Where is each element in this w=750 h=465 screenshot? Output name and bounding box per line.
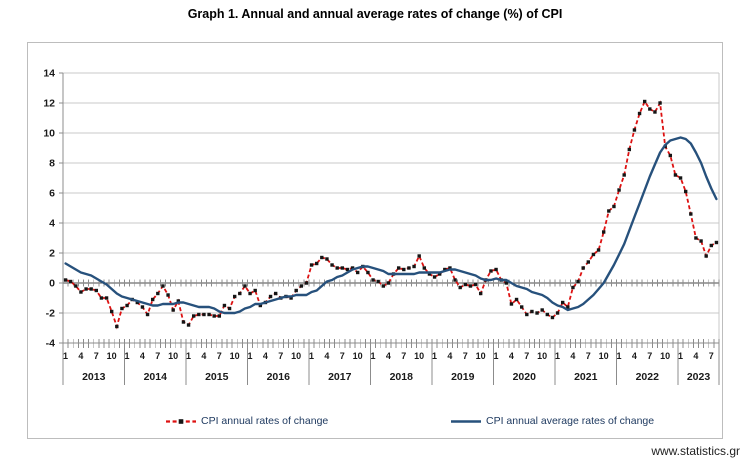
svg-text:4: 4 xyxy=(324,351,329,361)
svg-text:7: 7 xyxy=(340,351,345,361)
svg-text:0: 0 xyxy=(49,278,55,290)
svg-text:10: 10 xyxy=(353,351,363,361)
svg-text:4: 4 xyxy=(78,351,83,361)
svg-text:7: 7 xyxy=(217,351,222,361)
svg-text:1: 1 xyxy=(309,351,314,361)
svg-text:10: 10 xyxy=(476,351,486,361)
chart-title: Graph 1. Annual and annual average rates… xyxy=(187,7,563,21)
svg-text:10: 10 xyxy=(537,351,547,361)
svg-text:10: 10 xyxy=(660,351,670,361)
chart-legend: CPI annual rates of change CPI annual av… xyxy=(28,414,722,434)
chart-frame: -4 -2 0 2 4 6 8 10 12 14 1 4 7 10 2013 1 4 7 10 2014 1 4 7 10 20… xyxy=(27,42,723,439)
annual-average-line xyxy=(64,136,718,315)
svg-text:1: 1 xyxy=(617,351,622,361)
series xyxy=(63,99,719,330)
svg-text:2019: 2019 xyxy=(451,371,475,383)
svg-text:1: 1 xyxy=(125,351,130,361)
svg-text:-4: -4 xyxy=(46,338,55,350)
svg-text:-2: -2 xyxy=(46,308,55,320)
svg-text:2017: 2017 xyxy=(328,371,352,383)
svg-text:4: 4 xyxy=(201,351,206,361)
svg-text:7: 7 xyxy=(155,351,160,361)
svg-text:2: 2 xyxy=(49,248,55,260)
legend-item-annual-rate: CPI annual rates of change xyxy=(166,414,328,428)
svg-text:8: 8 xyxy=(49,158,55,170)
svg-text:10: 10 xyxy=(168,351,178,361)
svg-text:10: 10 xyxy=(414,351,424,361)
svg-text:4: 4 xyxy=(693,351,698,361)
svg-text:10: 10 xyxy=(43,128,55,140)
svg-text:4: 4 xyxy=(570,351,575,361)
annual-rate-markers xyxy=(63,99,719,329)
svg-text:14: 14 xyxy=(43,68,55,80)
svg-text:4: 4 xyxy=(263,351,268,361)
svg-text:6: 6 xyxy=(49,188,55,200)
svg-text:7: 7 xyxy=(278,351,283,361)
svg-text:1: 1 xyxy=(186,351,191,361)
svg-text:1: 1 xyxy=(248,351,253,361)
svg-text:7: 7 xyxy=(524,351,529,361)
svg-text:7: 7 xyxy=(94,351,99,361)
svg-text:1: 1 xyxy=(371,351,376,361)
red-dashed-line-icon xyxy=(166,418,196,424)
svg-text:2018: 2018 xyxy=(390,371,414,383)
svg-text:12: 12 xyxy=(43,98,55,110)
gridlines xyxy=(63,72,719,344)
svg-text:2015: 2015 xyxy=(205,371,229,383)
svg-text:4: 4 xyxy=(632,351,637,361)
svg-text:10: 10 xyxy=(291,351,301,361)
website-link[interactable]: www.statistics.gr xyxy=(651,444,740,458)
svg-text:1: 1 xyxy=(63,351,68,361)
svg-text:2016: 2016 xyxy=(267,371,291,383)
svg-text:4: 4 xyxy=(386,351,391,361)
svg-text:7: 7 xyxy=(401,351,406,361)
svg-text:7: 7 xyxy=(647,351,652,361)
svg-text:2014: 2014 xyxy=(144,371,168,383)
svg-text:7: 7 xyxy=(586,351,591,361)
annual-rate-line xyxy=(65,99,717,330)
svg-text:2022: 2022 xyxy=(636,371,660,383)
axes xyxy=(59,72,720,385)
svg-text:7: 7 xyxy=(463,351,468,361)
svg-text:2021: 2021 xyxy=(574,371,598,383)
svg-text:2023: 2023 xyxy=(687,371,711,383)
svg-text:10: 10 xyxy=(107,351,117,361)
svg-text:2013: 2013 xyxy=(82,371,106,383)
svg-text:4: 4 xyxy=(140,351,145,361)
svg-text:4: 4 xyxy=(509,351,514,361)
legend-label-annual-rate: CPI annual rates of change xyxy=(201,415,329,427)
blue-solid-line-icon xyxy=(451,419,481,423)
svg-text:1: 1 xyxy=(678,351,683,361)
svg-text:1: 1 xyxy=(432,351,437,361)
svg-text:7: 7 xyxy=(709,351,714,361)
svg-text:10: 10 xyxy=(599,351,609,361)
svg-text:4: 4 xyxy=(447,351,452,361)
svg-text:2020: 2020 xyxy=(513,371,537,383)
svg-text:1: 1 xyxy=(555,351,560,361)
svg-text:4: 4 xyxy=(49,218,55,230)
legend-item-annual-average-rate: CPI annual average rates of change xyxy=(451,414,654,428)
svg-text:10: 10 xyxy=(230,351,240,361)
svg-text:1: 1 xyxy=(494,351,499,361)
legend-label-annual-average-rate: CPI annual average rates of change xyxy=(486,415,655,427)
